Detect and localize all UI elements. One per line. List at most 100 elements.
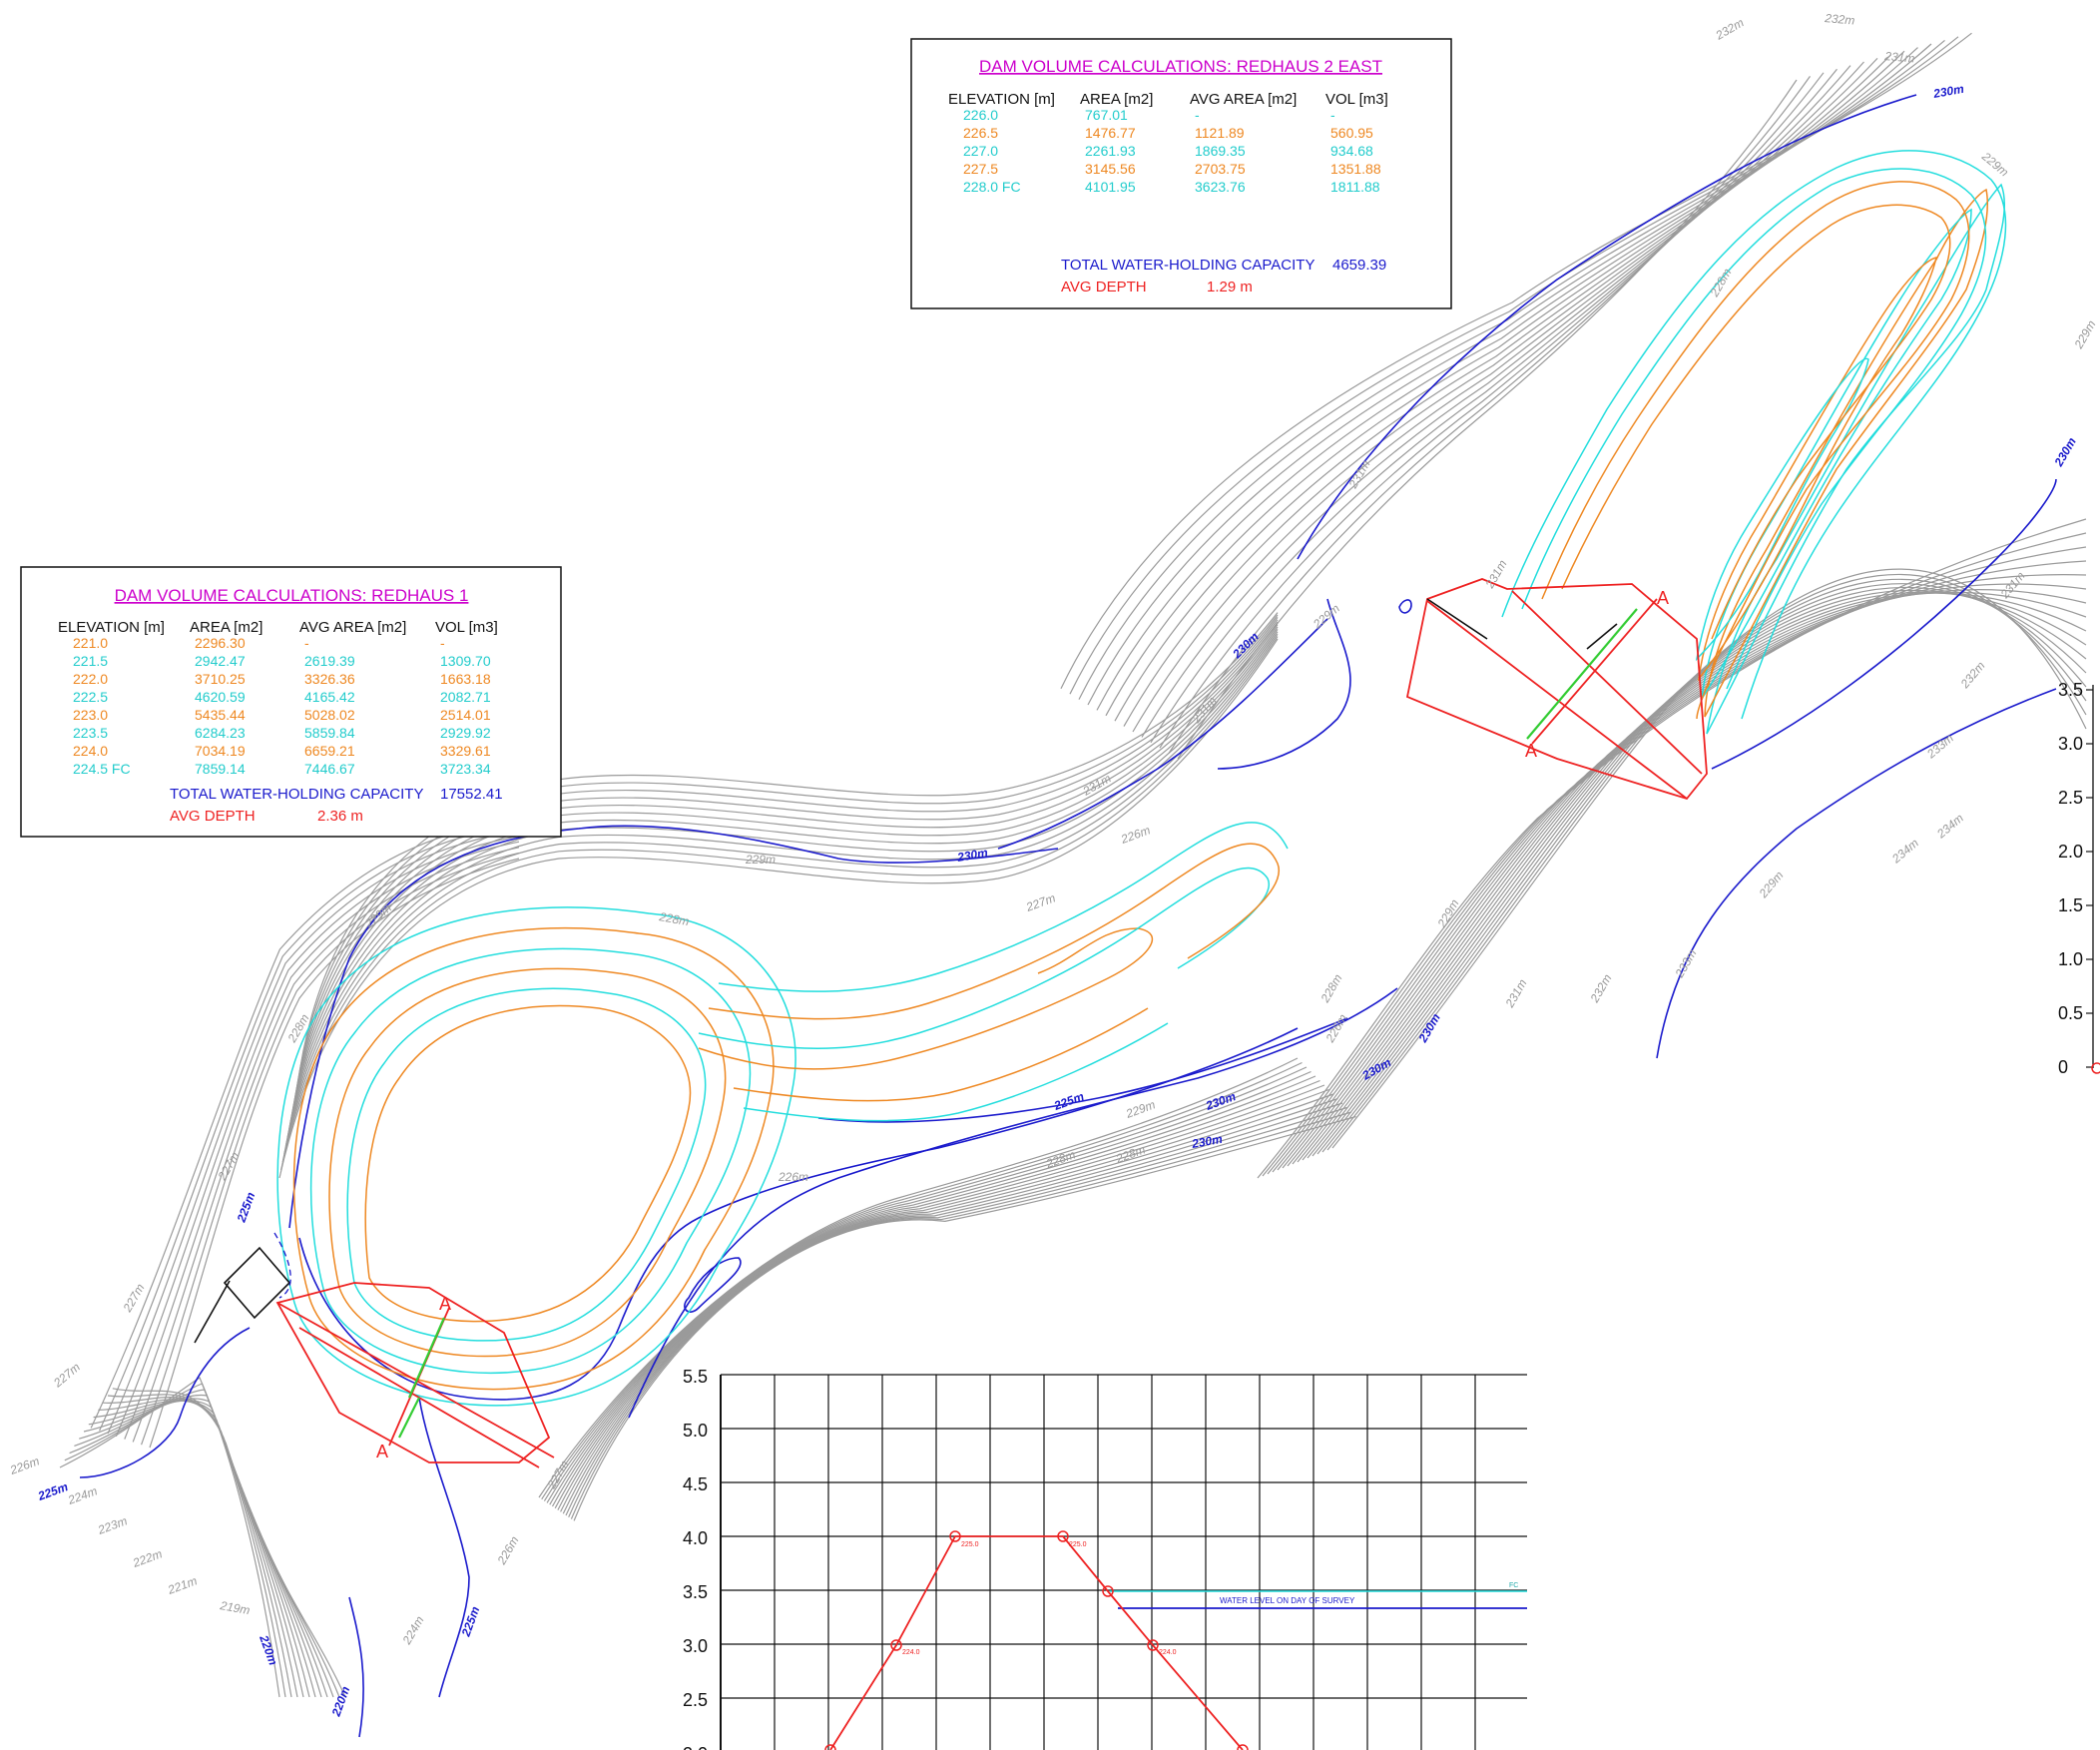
- table_east-cell: 227.5: [963, 161, 998, 177]
- contour-label-grey: 231m: [1502, 976, 1530, 1010]
- table_east-cell: -: [1195, 107, 1200, 123]
- grey-contour-lower-1: [541, 1061, 1303, 1500]
- table_one-cell: 4165.42: [304, 689, 355, 705]
- partial-y-tick-label: 3.5: [2058, 680, 2083, 700]
- table_one-cell: 223.5: [73, 725, 108, 741]
- section-label-east-bottom: A: [1525, 741, 1537, 761]
- table_east-cell: 1351.88: [1330, 161, 1381, 177]
- contour-label-grey: 232m: [1957, 659, 1988, 692]
- pond-1-inner: [364, 1004, 692, 1323]
- pond-1-arm-c: [708, 843, 1281, 1020]
- contour-label-grey: 231m: [1883, 49, 1915, 66]
- table_one-cell: 2514.01: [440, 707, 491, 723]
- table_one-header-cell: VOL [m3]: [435, 619, 498, 636]
- grey-contour-north-3: [1150, 68, 1838, 744]
- grey-contour-lower-4: [549, 1075, 1316, 1505]
- contour-230-north-lower: [997, 618, 1328, 850]
- grey-contour-lower-8: [560, 1093, 1334, 1512]
- table_one-cell: 2082.71: [440, 689, 491, 705]
- partial-profile-chart-right: 3.5 3.0 2.5 2.0 1.5 1.0 0.5 0: [2058, 680, 2100, 1077]
- contour-label-grey: 233m: [1672, 946, 1700, 980]
- pond-1-arm-b: [698, 867, 1271, 1049]
- table_one-cell: 221.0: [73, 635, 108, 651]
- grey-contour-lower-5: [551, 1079, 1320, 1507]
- table_east-cell: 767.01: [1085, 107, 1128, 123]
- table_one-cell: 222.5: [73, 689, 108, 705]
- grey-contour-north-1: [1168, 76, 1811, 754]
- partial-y-tick-label: 3.0: [2058, 734, 2083, 754]
- contour-label-blue: 230m: [1931, 82, 1965, 101]
- table-east-border: [910, 38, 1452, 309]
- profile-y-tick-label: 5.0: [683, 1421, 708, 1441]
- table_east-header-cell: AVG AREA [m2]: [1190, 91, 1297, 108]
- table-east-rows: 226.0 767.01 - - 226.5 1476.77 1121.89 560.95 22…: [963, 107, 1381, 195]
- table_one-cell: 224.5 FC: [73, 761, 131, 777]
- pond-1-c4: [292, 926, 775, 1391]
- grey-contour-west-7: [90, 819, 520, 1429]
- profile-point-labels: 225.0 225.0 224.0 224.0: [902, 1541, 1177, 1656]
- table_one-cell: 2929.92: [440, 725, 491, 741]
- grey-contour-lower-9: [562, 1097, 1338, 1514]
- contour-label-grey: 226m: [1118, 823, 1152, 847]
- east-wall-outline: [1405, 578, 1708, 801]
- contour-label-grey: 229m: [1756, 869, 1787, 901]
- contour-label-grey: 226m: [778, 1170, 808, 1184]
- contour-label-blue: 220m: [257, 1632, 280, 1667]
- pond-east-outer: [1541, 181, 1970, 720]
- grey-contour-mid-6: [288, 624, 1279, 1131]
- contour-label-grey: 223m: [95, 1513, 129, 1537]
- table-one-title: DAM VOLUME CALCULATIONS: REDHAUS 1: [115, 586, 469, 605]
- table_one-cell: -: [304, 635, 309, 651]
- profile-point-3: [1057, 1530, 1069, 1542]
- partial-y-tick-label: 1.0: [2058, 949, 2083, 969]
- profile-points: [824, 1530, 1249, 1750]
- contour-label-grey: 227m: [50, 1360, 83, 1391]
- contour-label-blue: 230m: [1190, 1132, 1224, 1151]
- contour-label-blue: 220m: [328, 1684, 352, 1719]
- grey-contour-southeast-3: [1272, 560, 2087, 1173]
- grey-contour-mid-5: [286, 626, 1279, 1139]
- profile-y-tick-label: 2.5: [683, 1690, 708, 1710]
- profile-y-tick-label: 5.5: [683, 1367, 708, 1387]
- table_one-cell: 5859.84: [304, 725, 355, 741]
- grey-contour-north-2: [1159, 72, 1825, 749]
- grey-contour-lower-2: [543, 1066, 1308, 1501]
- table-one-rows: 221.0 2296.30 - - 221.5 2942.47 2619.39 1309.70…: [73, 635, 491, 777]
- grey-contour-southeast-14: [1326, 573, 2087, 1151]
- table_east-cell: 228.0 FC: [963, 179, 1021, 195]
- table-east-title: DAM VOLUME CALCULATIONS: REDHAUS 2 EAST: [979, 57, 1382, 76]
- spillway-line-a: [194, 1280, 231, 1344]
- blue-major-contours: [79, 94, 2057, 1738]
- r1-wall-outline: [275, 1282, 551, 1463]
- grey-contour-southeast-4: [1277, 574, 2087, 1171]
- table_east-cell: 560.95: [1330, 125, 1373, 141]
- profile-point-4: [1102, 1585, 1114, 1597]
- table-east-total-label: TOTAL WATER-HOLDING CAPACITY: [1061, 257, 1314, 274]
- table_one-cell: 224.0: [73, 743, 108, 759]
- spillway-line-c: [1586, 623, 1618, 650]
- table_one-header-cell: AREA [m2]: [190, 619, 262, 636]
- grey-contour-mid-1: [280, 636, 1279, 1171]
- contour-label-grey: 224m: [399, 1613, 427, 1647]
- contour-upper-arm: [288, 825, 1059, 1229]
- contour-label-blue: 230m: [2051, 435, 2079, 470]
- spillway-box: [223, 1246, 291, 1320]
- grey-contour-mid-8: [291, 619, 1279, 1115]
- table_one-cell: 221.5: [73, 653, 108, 669]
- table_east-cell: 1811.88: [1330, 179, 1380, 195]
- table_one-cell: 7446.67: [304, 761, 355, 777]
- table_one-cell: 3326.36: [304, 671, 355, 687]
- spillway-line-b: [1426, 598, 1488, 640]
- table-east-headers: ELEVATION [m] AREA [m2] AVG AREA [m2] VOL […: [948, 91, 1388, 108]
- profile-point-1: [890, 1639, 902, 1651]
- contour-label-grey: 234m: [1933, 811, 1966, 842]
- profile-y-tick-label: 3.0: [683, 1636, 708, 1656]
- table_east-header-cell: VOL [m3]: [1325, 91, 1388, 108]
- grey-contour-southwest-7: [93, 1400, 322, 1698]
- table_one-cell: 5028.02: [304, 707, 355, 723]
- contour-label-grey: 231m: [1080, 771, 1114, 799]
- spillway-lines: [194, 598, 1618, 1344]
- grey-contour-southeast-10: [1307, 589, 2087, 1159]
- contour-225-long: [628, 987, 1398, 1419]
- table_one-cell: 3723.34: [440, 761, 491, 777]
